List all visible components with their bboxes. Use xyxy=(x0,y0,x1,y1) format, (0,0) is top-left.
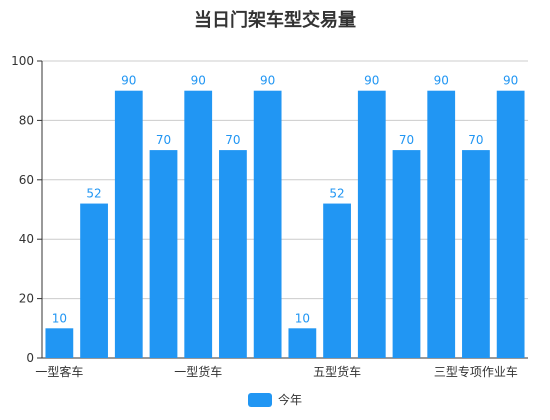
y-tick-label: 40 xyxy=(19,232,34,246)
x-tick-label: 一型客车 xyxy=(35,364,83,379)
bar xyxy=(253,90,282,358)
legend-item[interactable]: 今年 xyxy=(247,391,302,408)
bar xyxy=(149,150,178,358)
bar xyxy=(427,90,456,358)
bar xyxy=(462,150,490,358)
bar xyxy=(323,203,351,358)
legend-label: 今年 xyxy=(277,393,302,407)
bar xyxy=(219,150,247,358)
data-label: 10 xyxy=(52,311,67,325)
data-label: 52 xyxy=(86,187,101,201)
legend: 今年 xyxy=(0,391,550,410)
data-label: 70 xyxy=(225,133,240,147)
y-tick-label: 100 xyxy=(11,54,34,68)
bar xyxy=(45,328,74,358)
x-tick-label: 三型专项作业车 xyxy=(434,364,518,379)
y-tick-label: 80 xyxy=(19,113,34,127)
data-label: 90 xyxy=(191,74,206,88)
y-tick-label: 0 xyxy=(26,351,34,365)
bar xyxy=(184,90,213,358)
x-tick-label: 一型货车 xyxy=(174,364,222,379)
bar xyxy=(357,90,386,358)
x-tick-label: 五型货车 xyxy=(313,364,361,379)
data-label: 70 xyxy=(156,133,171,147)
data-label: 10 xyxy=(295,311,310,325)
data-label: 90 xyxy=(121,74,136,88)
bar xyxy=(80,203,108,358)
data-label: 52 xyxy=(329,187,344,201)
bar xyxy=(392,150,421,358)
data-label: 90 xyxy=(503,74,518,88)
y-tick-label: 20 xyxy=(19,292,34,306)
legend-swatch xyxy=(247,392,272,407)
data-label: 70 xyxy=(468,133,483,147)
y-tick-label: 60 xyxy=(19,173,34,187)
data-label: 90 xyxy=(364,74,379,88)
data-label: 90 xyxy=(260,74,275,88)
chart-title: 当日门架车型交易量 xyxy=(194,10,356,31)
bar xyxy=(114,90,143,358)
data-label: 70 xyxy=(399,133,414,147)
data-label: 90 xyxy=(434,74,449,88)
bar xyxy=(288,328,317,358)
bar xyxy=(496,90,525,358)
